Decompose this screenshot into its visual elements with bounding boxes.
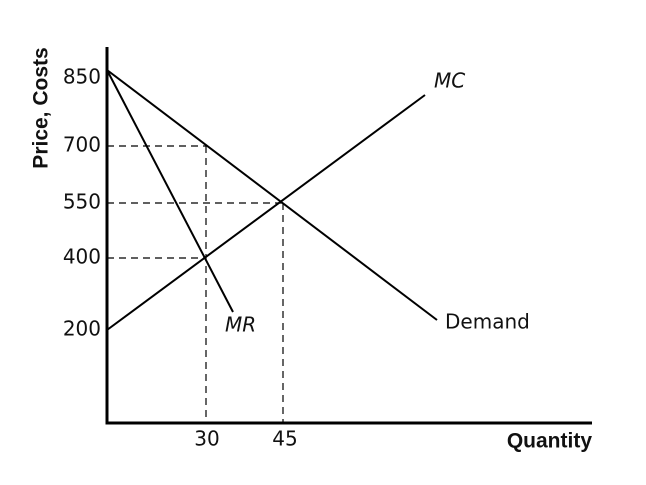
mr-curve [106,69,234,313]
axes [105,47,592,425]
y-tick-label: 550 [63,190,101,214]
demand-curve [106,69,438,321]
y-tick-label: 200 [63,317,101,341]
curve-label: MC [434,69,465,93]
x-tick-label: 30 [194,427,219,451]
y-tick-label: 700 [63,133,101,157]
y-axis-title: Price, Costs [30,47,53,168]
curve-label: MR [225,313,256,337]
y-tick-label: 850 [63,65,101,89]
x-tick-label: 45 [272,427,297,451]
y-tick-label: 400 [63,245,101,269]
curve-label: Demand [445,310,530,334]
mc-curve [106,94,426,331]
x-axis-title: Quantity [507,430,592,453]
